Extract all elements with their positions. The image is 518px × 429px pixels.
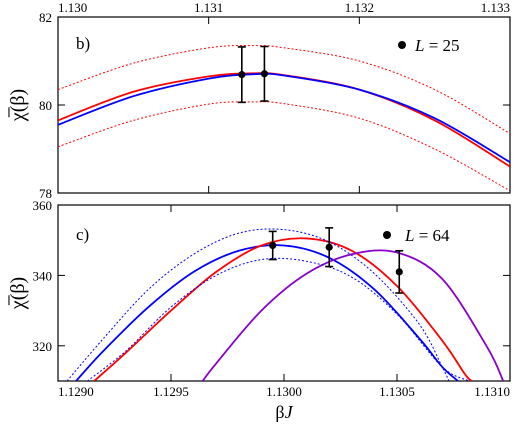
top-top-x-tick-label: 1.133 [481, 0, 510, 15]
top-plot-area [58, 45, 510, 192]
bottom-series-line-2 [201, 249, 505, 381]
top-top-x-tick-label: 1.130 [58, 0, 87, 15]
bottom-series-line-1 [93, 237, 473, 381]
x-axis-label-beta: β [275, 402, 284, 422]
top-legend-label: L = 25 [414, 36, 460, 55]
top-y-axis-label: χ̅(β) [7, 89, 29, 122]
bottom-data-point [269, 241, 277, 250]
x-axis-label: βJ [275, 402, 293, 422]
bottom-legend-marker [383, 231, 391, 239]
bottom-legend-eq: = 64 [414, 226, 450, 245]
top-y-tick-label: 80 [39, 98, 52, 113]
top-series-line-2 [58, 45, 510, 135]
bottom-panel-label: c) [76, 225, 89, 244]
bottom-y-axis-label: χ̅(β) [7, 277, 29, 310]
top-y-tick-label: 82 [39, 10, 52, 25]
x-axis-label-j: J [285, 402, 294, 422]
bottom-y-tick-label: 360 [33, 198, 53, 213]
top-legend-eq: = 25 [424, 36, 459, 55]
top-top-x-tick-label: 1.132 [345, 0, 374, 15]
bottom-plot-area [66, 228, 505, 381]
bottom-data-point [325, 243, 333, 251]
bottom-legend-label: L = 64 [404, 226, 450, 245]
top-data-point [238, 71, 246, 79]
bottom-y-tick-label: 340 [33, 268, 53, 283]
top-data-point [260, 70, 269, 78]
top-y-tick-label: 78 [39, 186, 52, 201]
bottom-data-point [395, 268, 403, 276]
chart-marks: 78 80 82 1.130 1.131 1.132 1.133 320 340 360 1.129… [33, 0, 511, 399]
top-series-line-3 [58, 101, 510, 192]
bottom-series-line-3 [66, 228, 450, 381]
bottom-x-tick-label: 1.1310 [474, 384, 510, 399]
top-top-x-tick-label: 1.131 [194, 0, 223, 15]
top-legend-var: L [414, 36, 424, 55]
bottom-x-tick-label: 1.1305 [379, 384, 415, 399]
top-panel-label: b) [76, 34, 90, 53]
top-legend-marker [398, 41, 406, 49]
bottom-x-tick-label: 1.1300 [266, 384, 302, 399]
top-series-line-1 [58, 72, 510, 163]
bottom-legend-var: L [404, 226, 414, 245]
bottom-x-tick-label: 1.1295 [153, 384, 189, 399]
top-series-line-0 [58, 72, 510, 168]
bottom-y-tick-label: 320 [33, 339, 53, 354]
bottom-series-line-4 [87, 257, 470, 381]
bottom-x-tick-label: 1.1290 [58, 384, 94, 399]
bottom-series-line-0 [75, 244, 459, 381]
